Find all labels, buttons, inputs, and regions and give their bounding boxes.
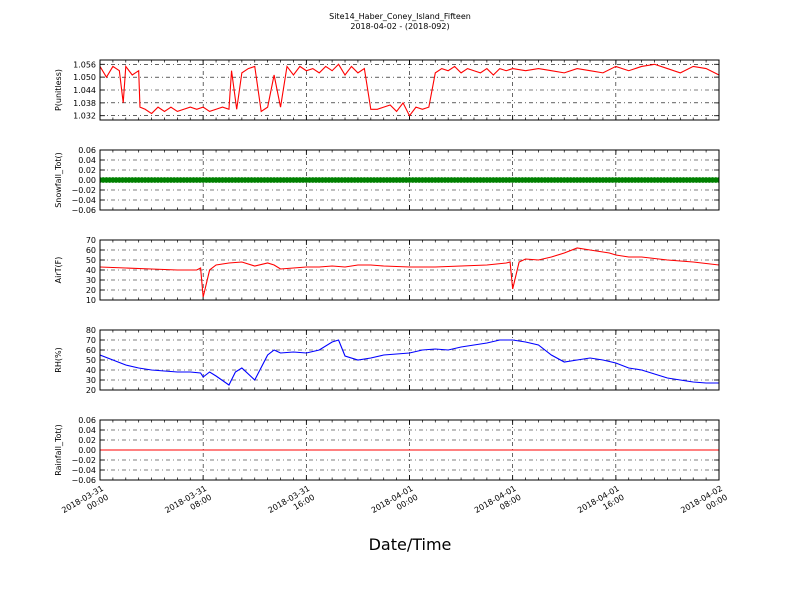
y-tick-label: 0.04 [78,156,96,165]
y-tick-label: 0.00 [78,176,96,185]
y-tick-label: 30 [86,276,96,285]
y-tick-label: −0.04 [71,466,96,475]
y-tick-label: 70 [86,236,96,245]
y-tick-label: 10 [86,296,96,305]
data-line [100,247,719,298]
y-tick-label: 60 [86,346,96,355]
y-axis-label: Rainfall_Tot() [54,424,63,476]
y-tick-label: −0.02 [71,456,96,465]
x-tick-label: 2018-03-3108:00 [163,484,213,524]
y-tick-label: 0.02 [78,166,96,175]
figure-title: Site14_Haber_Coney_Island_Fifteen [329,12,471,21]
y-tick-label: 1.038 [73,99,96,108]
axes-frame [99,239,720,301]
x-tick-label: 2018-03-3116:00 [267,484,317,524]
data-point [716,177,719,183]
x-tick-label: 2018-04-0116:00 [576,484,626,524]
y-tick-label: 0.00 [78,446,96,455]
x-tick-labels: 2018-03-3100:00 2018-03-3108:00 2018-03-31… [60,484,729,524]
y-tick-label: 40 [86,366,96,375]
y-tick-label: 0.02 [78,436,96,445]
y-tick-label: 1.056 [73,60,96,69]
x-tick-label: 2018-04-0100:00 [370,484,420,524]
y-tick-label: 30 [86,376,96,385]
y-tick-label: 20 [86,286,96,295]
y-tick-label: −0.02 [71,186,96,195]
data-markers [100,177,719,183]
x-axis-label: Date/Time [369,535,452,554]
axes-frame [99,329,720,391]
y-axis-label: AirT(F) [54,257,63,284]
y-tick-label: 1.044 [73,86,96,95]
x-tick-label: 2018-04-0108:00 [473,484,523,524]
data-line [100,63,719,117]
y-tick-label: 60 [86,246,96,255]
y-tick-label: 80 [86,326,96,335]
y-tick-label: 50 [86,356,96,365]
y-tick-label: −0.06 [71,206,96,215]
subplot-2: −0.06−0.04−0.020.000.020.040.06 Snowfall_… [54,146,720,215]
data-line [100,339,719,386]
y-tick-label: −0.06 [71,476,96,485]
figure-subtitle: 2018-04-02 - (2018-092) [350,22,449,31]
y-tick-label: 0.04 [78,426,96,435]
y-tick-label: 1.032 [73,112,96,121]
subplot-5: −0.06−0.04−0.020.000.020.040.06 Rainfall_… [54,416,720,485]
y-tick-label: 20 [86,386,96,395]
y-tick-label: 50 [86,256,96,265]
subplot-1: 1.032 1.038 1.044 1.050 1.056 P(unitless) [54,59,720,121]
x-tick-label: 2018-04-0200:00 [679,484,729,524]
y-tick-label: −0.04 [71,196,96,205]
y-axis-label: Snowfall_Tot() [54,152,63,208]
y-tick-label: 70 [86,336,96,345]
axes-frame [99,419,720,481]
y-axis-label: P(unitless) [54,69,63,111]
subplot-panels: 1.032 1.038 1.044 1.050 1.056 P(unitless) −0.0… [54,59,720,485]
axes-frame [99,59,720,121]
axes-frame [99,149,720,211]
y-axis-label: RH(%) [54,347,63,372]
y-tick-label: 1.050 [73,73,96,82]
y-tick-label: 0.06 [78,146,96,155]
x-tick-label: 2018-03-3100:00 [60,484,110,524]
y-tick-label: 0.06 [78,416,96,425]
y-tick-label: 40 [86,266,96,275]
